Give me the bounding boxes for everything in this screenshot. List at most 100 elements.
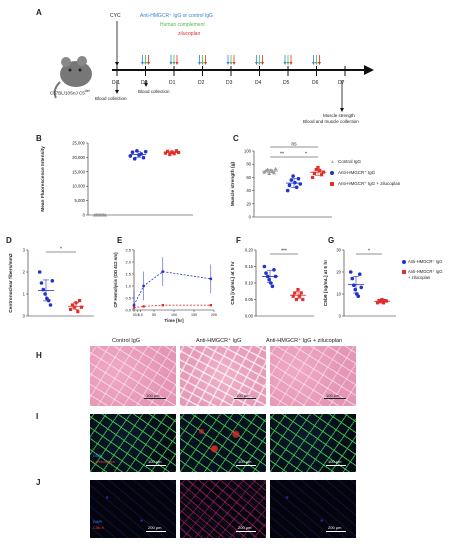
legend-item: ▲ Control IgG — [330, 158, 460, 169]
data-point — [314, 167, 318, 172]
data-point — [272, 170, 276, 175]
day-label: D3 — [226, 80, 233, 86]
chart-b: 0 5,000 10,000 15,000 20,000 25,000 Mean Fluor… — [40, 141, 193, 218]
x-tick-label: 150 — [191, 313, 197, 317]
day-label: D5 — [283, 80, 290, 86]
data-point — [209, 304, 212, 307]
y-tick-label: 30 — [336, 248, 341, 253]
data-point — [378, 300, 383, 304]
x-tick-label: 1.0 — [138, 313, 143, 317]
y-tick-label: 1.5 — [125, 272, 131, 277]
data-point — [166, 149, 170, 153]
x-axis-label: Time [hr] — [164, 318, 184, 323]
treatment-arrowhead — [169, 62, 173, 65]
panel-label-d: D — [6, 236, 12, 245]
treatment-arrowhead — [204, 62, 207, 65]
data-point — [39, 281, 44, 285]
legend-label: + zilucoplan — [408, 275, 431, 280]
treatment-arrowhead — [198, 62, 201, 65]
histology-column-title: Control IgG — [112, 338, 141, 344]
data-point — [269, 281, 273, 285]
data-point — [357, 272, 362, 276]
y-tick-label: 80 — [246, 162, 251, 167]
square-marker-icon — [402, 270, 406, 274]
data-point — [132, 306, 136, 309]
scale-bar — [324, 398, 346, 399]
legend: ▲ Control IgG Anti-HMGCR⁺ IgG Anti-HMGCR… — [330, 158, 460, 191]
scale-label: 200 μm — [238, 525, 252, 530]
stain-label: DAPI — [93, 519, 103, 524]
legend-label: Anti-HMGCR⁺ IgG — [408, 269, 443, 274]
treatment-arrowhead — [315, 62, 318, 65]
y-tick-label: 0 — [339, 314, 342, 319]
data-point — [351, 283, 356, 287]
data-point — [301, 297, 305, 302]
scale-bar — [144, 398, 166, 399]
treatment-line-2: Human complement — [160, 22, 205, 28]
data-point — [316, 165, 320, 170]
data-point — [273, 166, 278, 171]
y-tick-label: 60 — [246, 175, 251, 180]
significance-label: * — [60, 247, 62, 253]
data-point — [141, 155, 146, 160]
c5b9-image-zilucoplan: 200 μm — [270, 480, 356, 538]
treatment-arrowhead — [258, 62, 261, 65]
data-point — [353, 287, 358, 292]
histology-column-title: Anti-HMGCR⁺ IgG + zilucoplan — [266, 338, 343, 344]
blood-muscle-collection-label: Blood and muscle collection — [303, 119, 359, 124]
y-tick-label: 10 — [336, 292, 341, 297]
y-tick-label: 20 — [336, 270, 341, 275]
cyc-label: CYC — [110, 13, 121, 19]
data-point — [41, 287, 46, 292]
significance-label: ** — [280, 152, 284, 158]
y-tick-label: 0 — [23, 314, 26, 319]
treatment-arrowhead — [175, 62, 179, 65]
fluorescence-image-zilucoplan: 100 μm — [270, 414, 356, 472]
data-point — [168, 152, 172, 157]
y-axis-label: C5a [ng/mL] at 5 hr — [230, 261, 236, 305]
data-point — [132, 303, 136, 307]
muscle-strength-label: Muscle strength — [323, 113, 355, 118]
data-point — [142, 305, 145, 308]
data-point — [318, 169, 322, 173]
data-point — [174, 149, 178, 153]
data-point — [79, 305, 83, 309]
legend-label: Anti-HMGCR⁺ IgG — [408, 259, 443, 264]
data-point — [350, 276, 355, 281]
data-point — [70, 303, 74, 307]
y-tick-label: 5,000 — [75, 198, 86, 203]
y-tick-label: 0 — [249, 215, 252, 220]
he-image-anti: 100 μm — [180, 346, 266, 406]
blood-collection-label: Blood collection — [95, 96, 127, 101]
chart-f: 0.00 0.05 0.10 0.15 0.20 C5a [ng/mL] at 5 hr *… — [230, 248, 314, 319]
data-point — [285, 188, 290, 193]
data-point — [128, 154, 133, 158]
panel-label-e: E — [117, 236, 123, 245]
data-point — [78, 299, 82, 303]
data-point — [381, 301, 386, 305]
significance-label: ns — [291, 142, 297, 148]
x-tick-label: 50 — [152, 313, 156, 317]
y-axis-label: Mean Fluorescence Intensity — [40, 146, 46, 212]
y-axis-label: C5b9 [ng/mL] at 5 hr — [323, 260, 329, 307]
scale-bar — [146, 465, 166, 466]
fluorescence-image-control: DAPI Laminin/Igm 100 μm — [90, 414, 176, 472]
data-point — [293, 180, 297, 185]
chart-d: 0 1 2 3 Centronuclear fibers/mm2 * — [8, 247, 94, 319]
c5b9-image-anti: 200 μm — [180, 480, 266, 538]
treatment-arrowhead — [144, 62, 147, 65]
timeline-diagram — [53, 21, 374, 112]
scale-label: 100 μm — [238, 459, 252, 464]
data-point — [287, 183, 292, 188]
day-label: D7 — [338, 80, 345, 86]
y-tick-label: 1 — [23, 292, 26, 297]
data-point — [69, 307, 73, 311]
treatment-line-1: Anti-HMGCR⁺ IgG or control IgG — [140, 13, 213, 19]
y-tick-label: 100 — [244, 149, 252, 154]
data-point — [161, 304, 164, 307]
panel-label-g: G — [328, 236, 335, 245]
data-point — [289, 178, 294, 182]
treatment-arrowhead — [312, 62, 315, 65]
mouse-icon — [53, 56, 92, 99]
